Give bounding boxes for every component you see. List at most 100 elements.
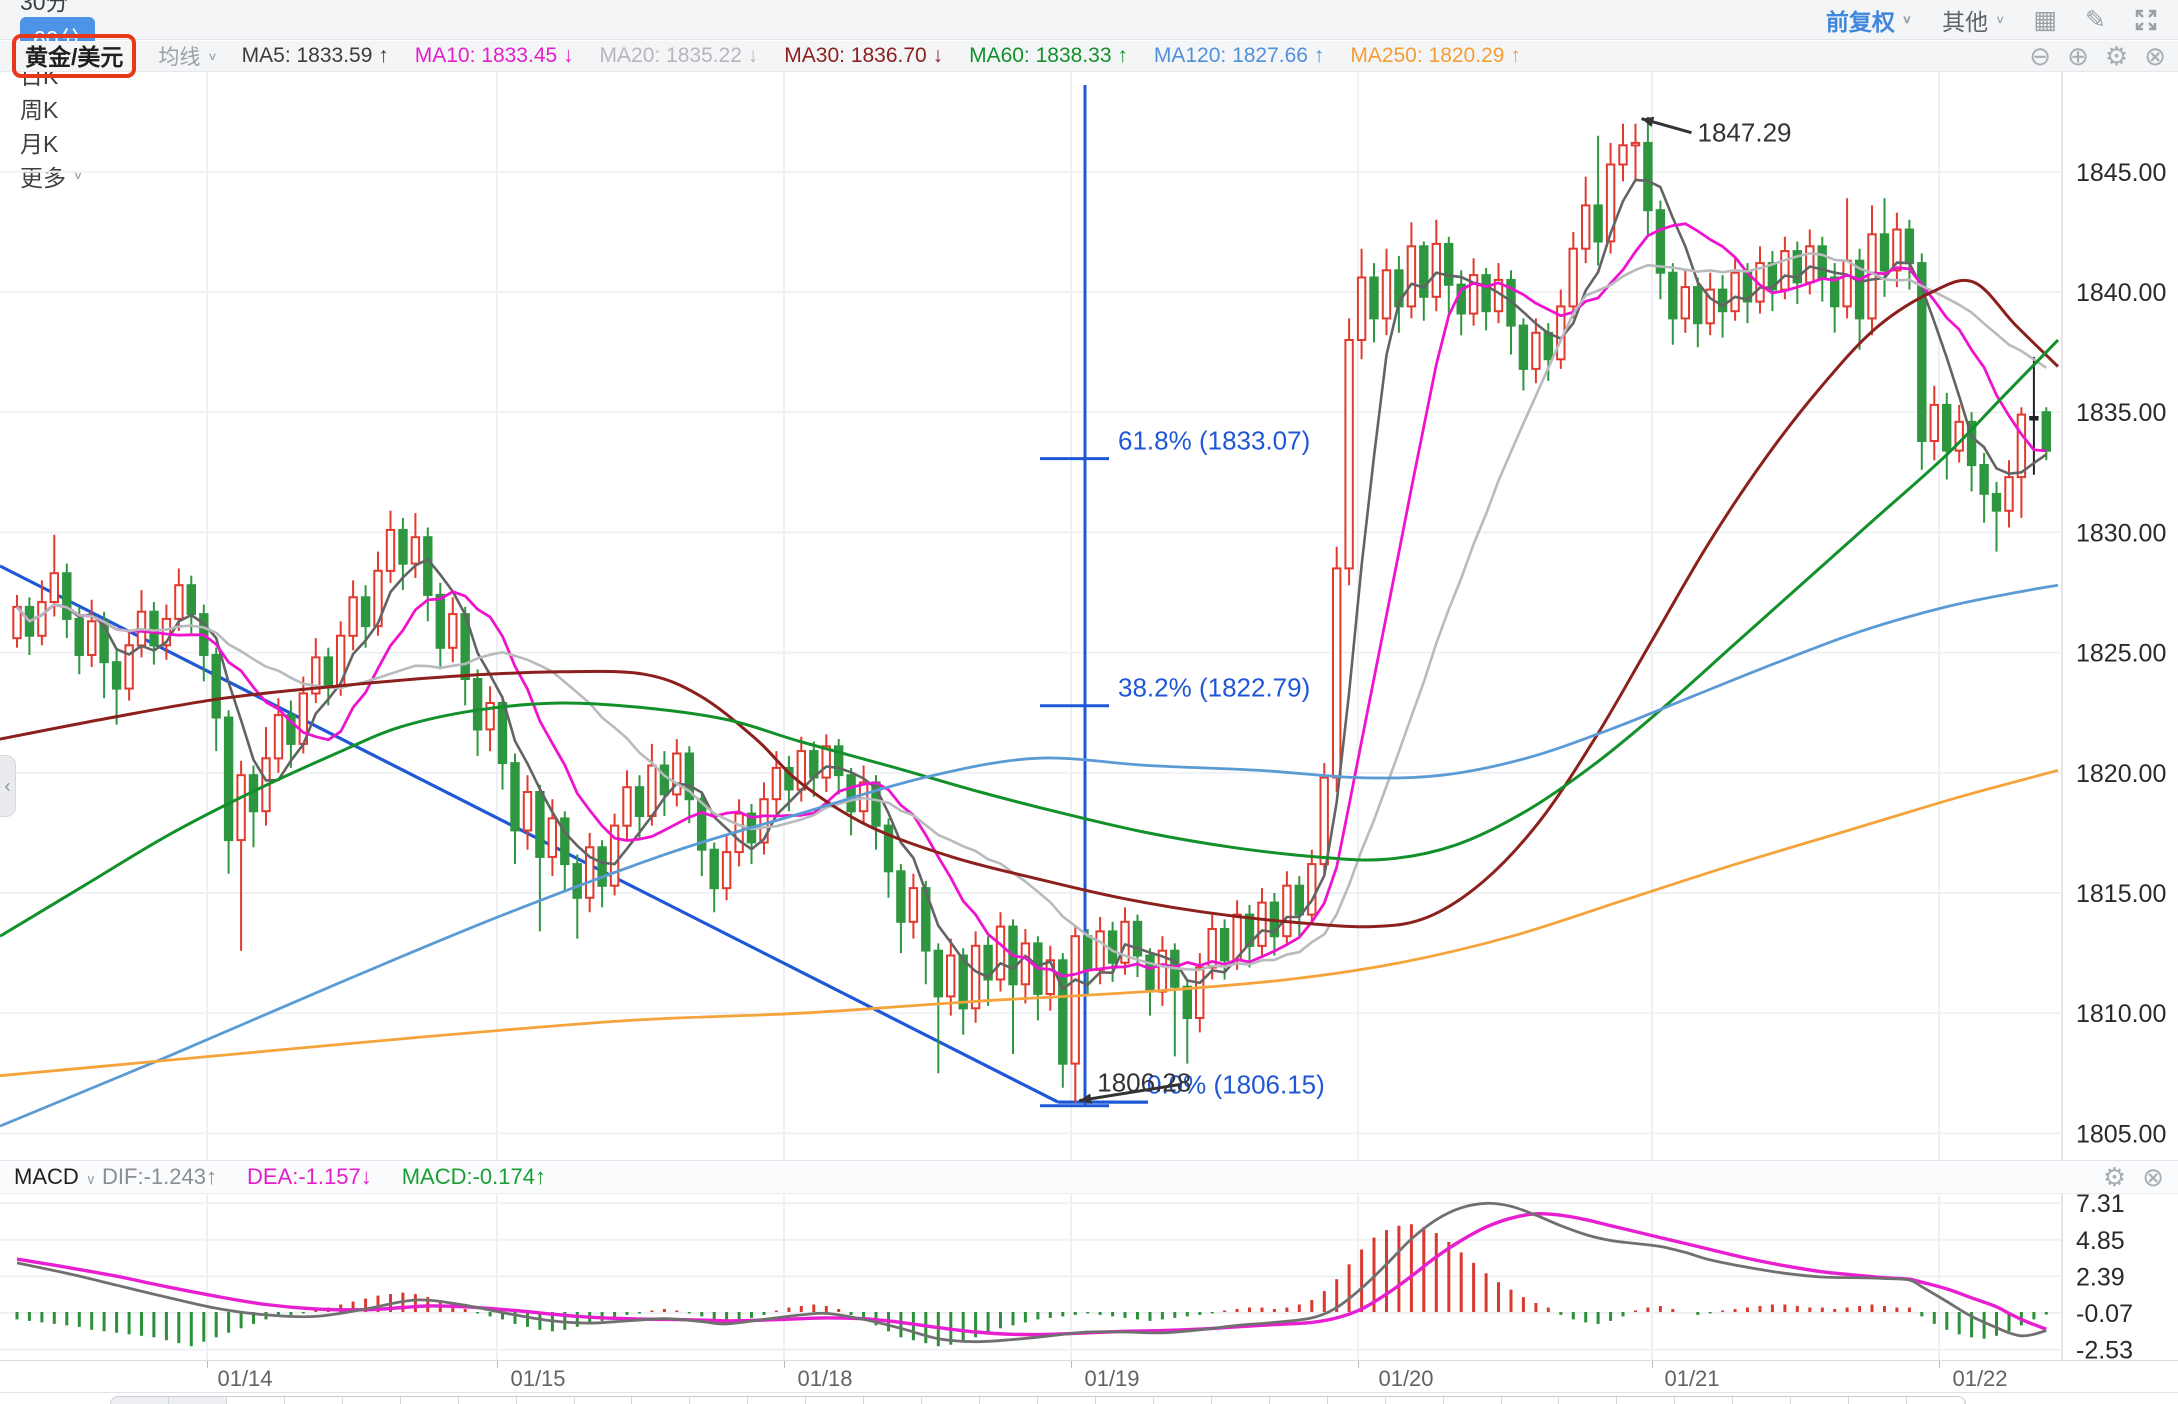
chevron-down-icon: ∨	[207, 49, 218, 62]
navigator-cell[interactable]	[227, 1397, 285, 1404]
macd-dea-value: DEA:-1.157↓	[246, 1164, 372, 1189]
navigator-cell[interactable]	[980, 1397, 1038, 1404]
chevron-down-icon: ∨	[1901, 12, 1913, 26]
navigator-cell[interactable]	[168, 1397, 227, 1404]
navigator-cell[interactable]	[1675, 1397, 1734, 1404]
ma-legend-MA20: MA20: 1835.22 ↓	[599, 44, 759, 67]
low-annotation: 1806.28	[1097, 1068, 1191, 1098]
ma-legend-MA120: MA120: 1827.66 ↑	[1153, 44, 1325, 67]
date-tick	[1652, 1361, 1653, 1368]
macd-macd-value: MACD:-0.174↑	[401, 1164, 546, 1189]
navigator-cell[interactable]	[1502, 1397, 1560, 1404]
price-axis-label: 1825.00	[2076, 640, 2166, 668]
price-axis-label: 1845.00	[2076, 159, 2166, 187]
navigator-cell[interactable]	[401, 1397, 459, 1404]
date-label: 01/18	[797, 1366, 853, 1391]
ma-line-MA5	[16, 178, 2048, 991]
legend-icons: ⊖ ⊕ ⚙ ⊗	[2013, 41, 2166, 72]
navigator-cell[interactable]	[1386, 1397, 1444, 1404]
price-axis-label: 1815.00	[2076, 880, 2166, 908]
navigator-cell[interactable]	[748, 1397, 807, 1404]
macd-axis-label: -0.07	[2076, 1300, 2133, 1328]
chevron-down-icon: ∨	[85, 1171, 97, 1187]
toolbar-option-前复权[interactable]: 前复权 ∨	[1825, 8, 1913, 35]
period-tab-月K[interactable]: 月K	[20, 130, 59, 157]
ma-legend-MA250: MA250: 1820.29 ↑	[1350, 44, 1521, 67]
navigator-cell[interactable]	[1328, 1397, 1386, 1404]
ma-legend-MA5: MA5: 1833.59 ↑	[241, 44, 389, 67]
navigator-cell[interactable]	[1733, 1397, 1792, 1404]
brush-icon[interactable]: ✎	[2085, 5, 2106, 34]
zoom-in-icon[interactable]: ⊕	[2067, 40, 2089, 71]
date-tick	[1939, 1361, 1940, 1368]
ma-legend-MA60: MA60: 1838.33 ↑	[969, 44, 1128, 67]
navigator-cell[interactable]	[1270, 1397, 1328, 1404]
price-axis-label: 1830.00	[2076, 519, 2166, 547]
navigator-cell[interactable]	[632, 1397, 691, 1404]
navigator-cell[interactable]	[1849, 1397, 1908, 1404]
macd-chart[interactable]: 7.31 4.85 2.39 -0.07 -2.53	[0, 1194, 2178, 1360]
settings-icon[interactable]: ⚙	[2104, 40, 2129, 71]
fullscreen-icon[interactable]	[2134, 8, 2158, 32]
symbol-label[interactable]: 黄金/美元	[12, 34, 137, 78]
navigator-cell[interactable]	[1617, 1397, 1676, 1404]
macd-axis-label: 2.39	[2076, 1263, 2125, 1291]
settings-icon[interactable]: ⚙	[2102, 1161, 2127, 1192]
ma-legend-MA10: MA10: 1833.45 ↓	[414, 44, 574, 67]
navigator-cell[interactable]	[1907, 1397, 1965, 1404]
navigator-cell[interactable]	[343, 1397, 401, 1404]
grid-icon[interactable]: ▦	[2033, 5, 2058, 34]
ma-toggle-label: 均线	[158, 46, 201, 69]
chart-navigator-strip[interactable]	[0, 1392, 2178, 1404]
navigator-cell[interactable]	[285, 1397, 343, 1404]
period-tab-周K[interactable]: 周K	[20, 96, 59, 123]
navigator-cell[interactable]	[1444, 1397, 1502, 1404]
macd-axis-label: 7.31	[2076, 1194, 2125, 1218]
navigator-cell[interactable]	[806, 1397, 865, 1404]
date-tick	[1071, 1361, 1072, 1368]
navigator-cell[interactable]	[517, 1397, 575, 1404]
navigator-cell[interactable]	[1559, 1397, 1618, 1404]
collapse-panel-handle[interactable]: ‹	[0, 755, 16, 817]
price-axis-label: 1805.00	[2076, 1120, 2166, 1148]
period-tab-更多[interactable]: 更多 ∨	[20, 164, 84, 191]
toolbar-right: 前复权 ∨ 其他 ∨ ▦ ✎	[1796, 3, 2158, 37]
macd-axis-label: 4.85	[2076, 1227, 2125, 1255]
period-tab-30分[interactable]: 30分	[20, 0, 69, 15]
price-axis-label: 1835.00	[2076, 399, 2166, 427]
zoom-out-icon[interactable]: ⊖	[2029, 40, 2052, 71]
navigator-cell[interactable]	[459, 1397, 517, 1404]
ma-line-MA10	[15, 222, 2047, 978]
navigator-cells[interactable]	[110, 1396, 1966, 1404]
ma-legend-MA30: MA30: 1836.70 ↓	[784, 44, 944, 67]
candlestick-chart[interactable]: 1845.00 1840.00 1835.00 1830.00 1825.00 1820.…	[0, 72, 2178, 1160]
navigator-cell[interactable]	[1038, 1397, 1096, 1404]
navigator-cell[interactable]	[864, 1397, 923, 1404]
toolbar-option-其他[interactable]: 其他 ∨	[1942, 8, 2006, 35]
navigator-cell[interactable]	[1791, 1397, 1850, 1404]
navigator-cell[interactable]	[690, 1397, 749, 1404]
price-axis-label: 1810.00	[2076, 1000, 2166, 1028]
macd-title[interactable]: MACD ∨	[14, 1164, 97, 1189]
navigator-cell[interactable]	[575, 1397, 633, 1404]
navigator-cell[interactable]	[1212, 1397, 1270, 1404]
dif-line	[16, 1201, 2047, 1344]
chevron-down-icon: ∨	[1995, 12, 2006, 26]
indicator-legend-row: 黄金/美元 均线 ∨ MA5: 1833.59 ↑ MA10: 1833.45 ↓…	[0, 34, 2178, 78]
dea-line	[16, 1211, 2047, 1337]
close-icon[interactable]: ⊗	[2142, 1161, 2164, 1192]
navigator-cell[interactable]	[111, 1397, 169, 1404]
close-icon[interactable]: ⊗	[2144, 40, 2166, 71]
ma-toggle[interactable]: 均线 ∨	[158, 41, 217, 71]
navigator-cell[interactable]	[1096, 1397, 1154, 1404]
chevron-down-icon: ∨	[73, 168, 84, 182]
navigator-cell[interactable]	[1154, 1397, 1212, 1404]
date-tick	[1358, 1361, 1359, 1368]
date-label: 01/21	[1664, 1366, 1720, 1391]
fib-level-label: 61.8% (1833.07)	[1118, 426, 1310, 456]
date-tick	[207, 1361, 208, 1368]
navigator-cell[interactable]	[922, 1397, 981, 1404]
macd-dif-value: DIF:-1.243↑	[102, 1164, 217, 1189]
date-label: 01/22	[1952, 1366, 2008, 1391]
